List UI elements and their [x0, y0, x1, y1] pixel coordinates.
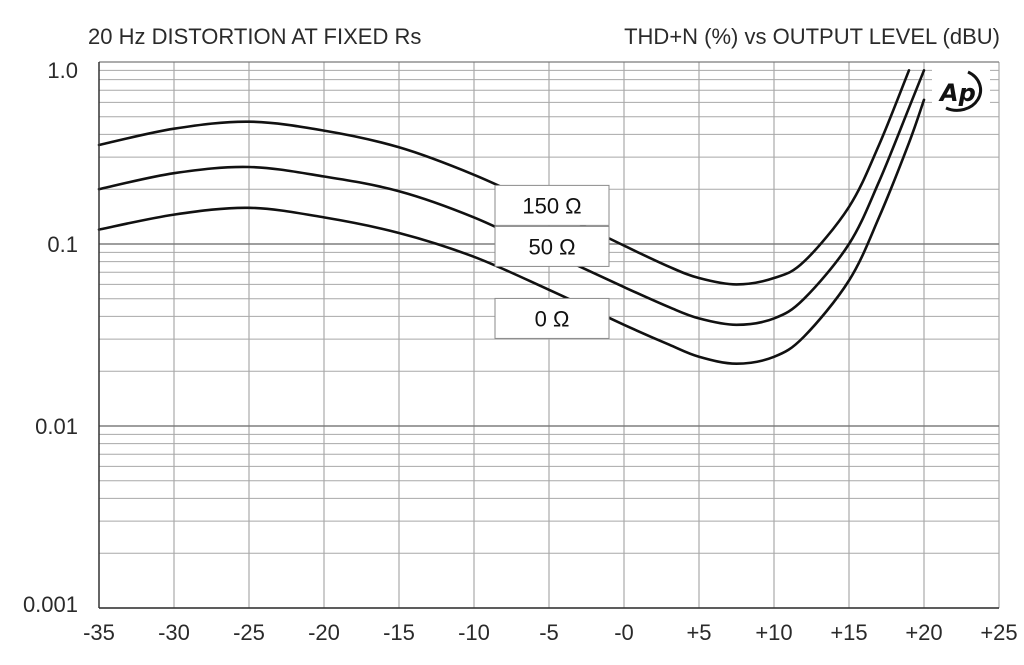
x-tick-label: +5	[686, 620, 711, 645]
x-tick-label: -20	[308, 620, 340, 645]
label-box	[494, 297, 610, 339]
label-box	[494, 225, 610, 267]
x-tick-label: -0	[614, 620, 634, 645]
x-tick-label: +10	[755, 620, 792, 645]
y-tick-label: 0.01	[35, 414, 78, 439]
label-0-ohm: 0 Ω	[494, 297, 610, 339]
x-tick-label: +25	[980, 620, 1017, 645]
x-tick-label: -35	[83, 620, 115, 645]
x-tick-label: -5	[539, 620, 559, 645]
label-50-ohm: 50 Ω	[494, 225, 610, 267]
label-text: 0 Ω	[535, 306, 570, 331]
plot-frame	[98, 62, 999, 609]
label-150-ohm: 150 Ω	[494, 184, 610, 226]
label-text: 50 Ω	[528, 234, 575, 259]
y-tick-label: 0.1	[47, 232, 78, 257]
chart-title: 20 Hz DISTORTION AT FIXED Rs	[88, 24, 421, 49]
logo-text: Ap	[938, 79, 976, 107]
y-tick-label: 0.001	[23, 592, 78, 617]
series-line-0-ohm	[97, 98, 926, 365]
tick-labels: -35 -30 -25 -20 -15 -10 -5 -0 +5 +10 +15 +20 +25 1.0 0…	[23, 58, 1018, 645]
x-tick-label: -25	[233, 620, 265, 645]
x-tick-label: +20	[905, 620, 942, 645]
series-line-50-ohm	[97, 69, 926, 327]
x-tick-label: -30	[158, 620, 190, 645]
label-text: 150 Ω	[522, 193, 581, 218]
ap-logo: Ap	[932, 68, 990, 112]
label-box	[494, 184, 610, 226]
x-tick-label: -15	[383, 620, 415, 645]
x-tick-label: +15	[830, 620, 867, 645]
series-line-150-ohm	[97, 69, 911, 286]
y-tick-label: 1.0	[47, 58, 78, 83]
series-labels: 150 Ω 50 Ω 0 Ω	[494, 184, 610, 339]
curves	[97, 69, 926, 365]
logo-swoosh	[945, 70, 983, 112]
x-tick-label: -10	[458, 620, 490, 645]
chart-subtitle: THD+N (%) vs OUTPUT LEVEL (dBU)	[624, 24, 1000, 49]
